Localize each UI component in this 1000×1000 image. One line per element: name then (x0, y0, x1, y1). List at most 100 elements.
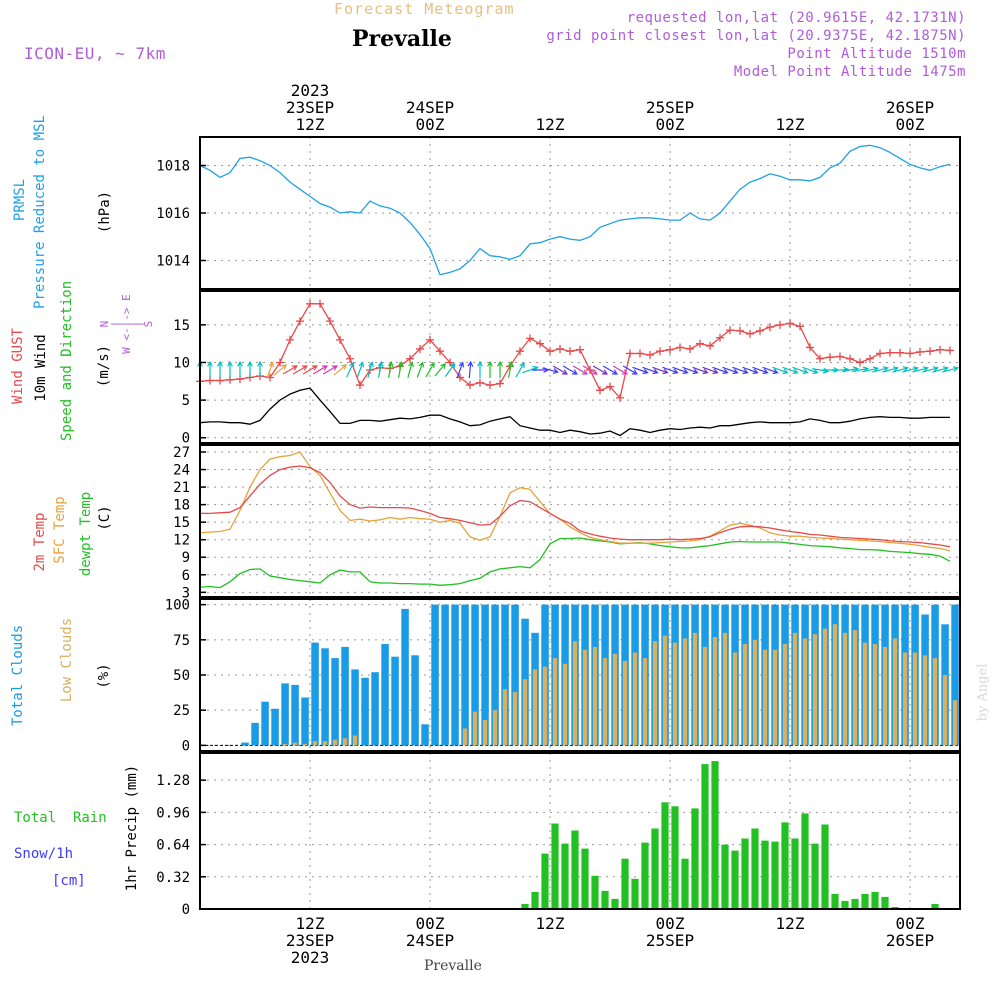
time-label-top: 25SEP (646, 98, 694, 117)
wind-arrow-icon (387, 360, 394, 379)
low-cloud-bar (512, 691, 518, 746)
gust-marker (566, 347, 574, 356)
wind-arrow-icon (562, 365, 578, 375)
pressure-label-prmsl: PRMSL (12, 178, 28, 222)
gust-marker (536, 339, 544, 348)
wind-arrow-icon (902, 366, 919, 373)
total-rain-label: Total Rain (14, 810, 107, 826)
total-cloud-bar (251, 722, 259, 746)
wind-arrow-icon (542, 367, 559, 374)
low-cloud-bar (532, 669, 538, 746)
low-cloud-bar (842, 632, 848, 746)
ytick-label-wind: 10 (173, 355, 190, 371)
rain-bar (601, 890, 609, 909)
wind-arrow-icon (772, 366, 789, 375)
ytick-label-precip: 0 (182, 902, 190, 918)
low-cloud-bar (292, 742, 298, 746)
rain-bar (611, 898, 619, 909)
pressure-series (199, 144, 951, 276)
gust-marker (306, 299, 314, 308)
total-cloud-bar (281, 683, 289, 746)
wind-arrow-icon (862, 366, 880, 373)
gust-marker (736, 326, 744, 335)
gust-marker (326, 317, 334, 326)
rain-bar (641, 842, 649, 909)
wind-arrow-icon (552, 365, 568, 375)
gust-marker (266, 373, 274, 382)
total-cloud-bar (351, 669, 359, 746)
wind-arrow-icon (672, 366, 689, 375)
gust-marker (606, 382, 614, 391)
low-cloud-bar (562, 663, 568, 746)
ytick-label-clouds: 0 (182, 738, 190, 754)
time-label-bottom: 23SEP (286, 931, 334, 950)
wind-arrow-icon (266, 361, 275, 378)
wind-arrow-icon (467, 360, 474, 379)
low-cloud-bar (482, 720, 488, 746)
ytick-label-wind: 5 (182, 393, 190, 409)
gust-marker (616, 393, 624, 402)
time-label-top: 24SEP (406, 98, 454, 117)
low-cloud-bar (852, 630, 858, 746)
t2m-series (200, 465, 951, 548)
gust-marker (576, 345, 584, 354)
gust-marker (916, 347, 924, 356)
wind-arrow-icon (356, 361, 365, 378)
low-cloud-bar (802, 638, 808, 746)
time-label-top: 00Z (896, 115, 925, 134)
wind-arrow-icon (456, 361, 465, 378)
ytick-label-clouds: 25 (173, 703, 190, 719)
rain-bar (871, 891, 879, 909)
time-label-bottom: 00Z (896, 914, 925, 933)
low-cloud-bar (762, 649, 768, 746)
snow-unit-label: [cm] (52, 873, 86, 889)
rain-bar (771, 841, 779, 909)
total-cloud-bar (461, 604, 469, 746)
wind-arrow-icon (752, 366, 769, 375)
total-cloud-bar (301, 697, 309, 746)
gust-marker (546, 347, 554, 356)
wind-arrow-icon (592, 365, 608, 375)
wind-arrow-icon (507, 360, 514, 379)
wind-arrow-icon (652, 366, 669, 375)
wind-arrow-icon (712, 366, 729, 375)
gust-marker (756, 326, 764, 335)
gust-marker (456, 373, 464, 382)
low-cloud-bar (462, 728, 468, 746)
gust-marker (716, 333, 724, 342)
rain-bar (731, 850, 739, 909)
rain-bar (851, 898, 859, 909)
wind-arrow-icon (237, 360, 243, 378)
total-cloud-bar (321, 648, 329, 746)
wind-arrow-icon (942, 366, 959, 373)
wind-arrow-icon (333, 364, 348, 376)
time-label-top: 12Z (536, 115, 565, 134)
tick-layer: 1014101610180510153691215182124270255075… (156, 81, 934, 967)
rain-bar (591, 875, 599, 909)
wind-arrow-icon (612, 365, 628, 375)
wind-arrow-icon (377, 360, 384, 379)
low-cloud-bar (682, 638, 688, 746)
ytick-label-precip: 0.96 (156, 805, 190, 821)
low-cloud-bar (502, 689, 508, 746)
wind-arrow-icon (602, 365, 618, 375)
wind-arrow-icon (662, 366, 679, 375)
low-cloud-bar (302, 744, 308, 746)
wind-arrow-icon (207, 360, 213, 378)
rain-bar (581, 848, 589, 909)
total-cloud-bar (341, 646, 349, 746)
rain-bar (801, 813, 809, 909)
gust-marker (336, 335, 344, 344)
low-cloud-bar (642, 658, 648, 746)
total-cloud-bar (451, 604, 459, 746)
wind-arrow-icon (622, 365, 638, 375)
rain-bar (821, 824, 829, 909)
data-layer (196, 144, 960, 910)
credit-watermark: by Angel (975, 663, 991, 722)
rain-bar (551, 823, 559, 909)
wind-arrow-icon (932, 366, 949, 373)
precip-unit-label: 1hr Precip (mm) (124, 764, 140, 892)
wind-arrow-icon (742, 366, 759, 375)
gust-marker (696, 339, 704, 348)
wind-arrow-icon (292, 365, 308, 375)
